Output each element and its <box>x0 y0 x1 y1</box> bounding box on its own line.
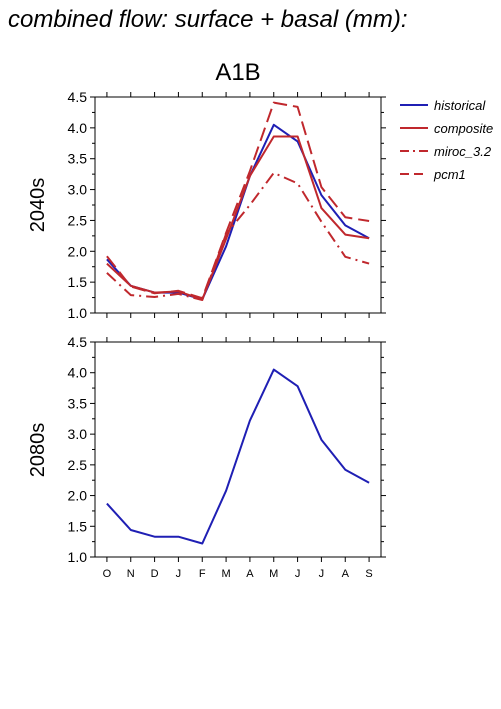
y-tick-label: 1.0 <box>68 305 88 321</box>
series-line-historical <box>106 368 370 545</box>
panel1-ylabel: 2040s <box>27 178 49 233</box>
y-tick-label: 4.5 <box>68 89 88 105</box>
y-tick-label: 4.5 <box>68 334 88 350</box>
series-line-pcm1 <box>106 101 370 300</box>
y-tick-label: 4.0 <box>68 365 88 381</box>
series-line-historical <box>106 123 370 301</box>
x-tick-label: A <box>246 568 254 580</box>
y-tick-label: 3.5 <box>68 151 88 167</box>
x-tick-label: O <box>103 568 112 580</box>
panel2-ylabel: 2080s <box>27 423 49 478</box>
x-tick-label: M <box>269 568 278 580</box>
y-tick-label: 1.5 <box>68 518 88 534</box>
y-tick-label: 1.5 <box>68 274 88 290</box>
legend-label: composite <box>434 121 493 136</box>
x-tick-label: F <box>199 568 206 580</box>
plot-frame <box>94 341 382 558</box>
x-tick-label: J <box>176 568 182 580</box>
legend-label: historical <box>434 98 486 113</box>
y-tick-label: 1.0 <box>68 549 88 565</box>
x-tick-label: A <box>342 568 350 580</box>
y-tick-label: 2.0 <box>68 488 88 504</box>
y-tick-label: 3.5 <box>68 395 88 411</box>
panel-2: 1.0 1.5 2.0 2.5 3.0 3.5 4.0 4.5 O N D J F M A M J J A S <box>68 334 386 580</box>
legend-label: pcm1 <box>433 167 466 182</box>
legend-label: miroc_3.2 <box>434 144 492 159</box>
x-tick-label: D <box>151 568 159 580</box>
series-line-composite <box>106 135 370 301</box>
x-tick-label: N <box>127 568 135 580</box>
x-tick-label: S <box>365 568 372 580</box>
y-tick-label: 2.5 <box>68 212 88 228</box>
plot-layer: 1.0 1.5 2.0 2.5 3.0 3.5 4.0 4.5 1.0 1.5 2.0 2.5 3.0 3… <box>68 89 386 580</box>
y-tick-label: 4.0 <box>68 120 88 136</box>
y-tick-label: 2.0 <box>68 243 88 259</box>
x-tick-label: J <box>319 568 325 580</box>
y-tick-label: 3.0 <box>68 426 88 442</box>
panel-1: 1.0 1.5 2.0 2.5 3.0 3.5 4.0 4.5 <box>68 89 386 321</box>
page-title: combined flow: surface + basal (mm): <box>8 6 408 33</box>
y-tick-label: 3.0 <box>68 182 88 198</box>
x-tick-label: M <box>221 568 230 580</box>
series-line-miroc-3-2 <box>106 171 370 301</box>
y-tick-label: 2.5 <box>68 457 88 473</box>
x-tick-label: J <box>295 568 301 580</box>
panel-title: A1B <box>215 59 260 86</box>
legend: historical composite miroc_3.2 pcm1 <box>400 98 493 182</box>
